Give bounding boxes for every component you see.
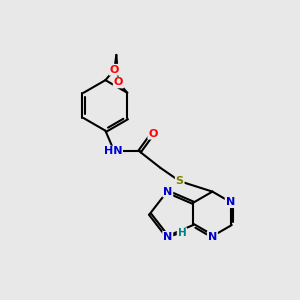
- Text: O: O: [110, 65, 119, 75]
- Text: O: O: [114, 77, 123, 87]
- Text: N: N: [226, 197, 235, 207]
- Text: HN: HN: [103, 146, 122, 157]
- Text: N: N: [208, 232, 217, 242]
- Text: H: H: [178, 228, 186, 238]
- Text: S: S: [176, 176, 184, 186]
- Text: N: N: [163, 187, 172, 196]
- Text: O: O: [148, 129, 158, 139]
- Text: N: N: [163, 232, 172, 242]
